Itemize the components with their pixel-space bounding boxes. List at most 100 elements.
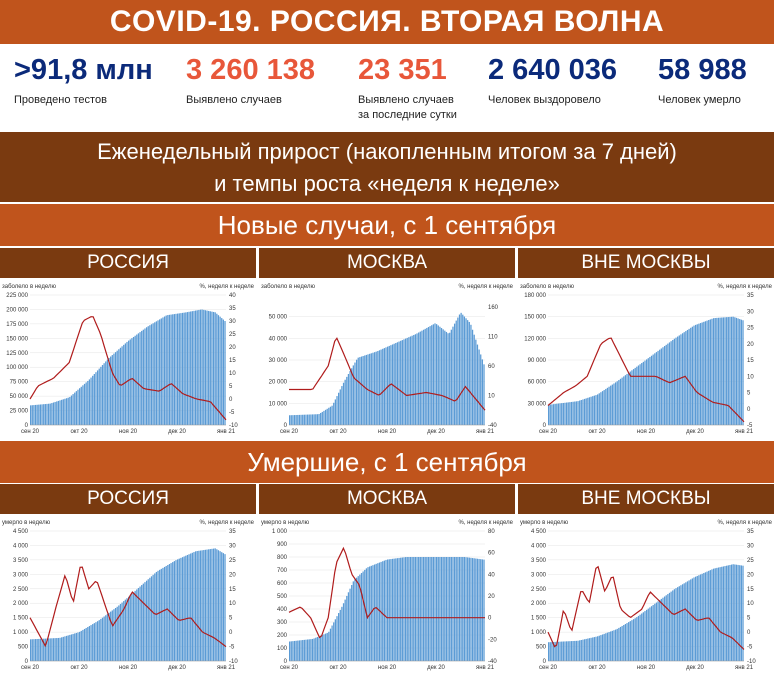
bar [606,387,609,425]
bar [476,558,479,661]
x-tick-label: янв 21 [476,665,495,671]
y-tick-label: 3 000 [13,572,29,578]
bar [347,592,350,661]
bar [475,339,477,425]
bar [614,382,617,425]
bar [579,640,581,661]
bar [442,557,444,661]
bar [183,312,185,425]
bar [175,313,177,425]
bar [641,363,643,425]
y2-tick-label: 20 [747,572,754,578]
bar [735,564,738,661]
bar [424,557,426,661]
region-label-cases-moscow: МОСКВА [259,248,515,278]
bar [548,642,550,661]
bar [740,565,743,661]
bar [297,414,299,425]
bar [198,550,200,661]
bar [377,351,379,425]
stat-recovered-label: Человек выздоровело [488,94,601,106]
bar [470,324,472,425]
bar [734,317,736,425]
y-tick-label: 175 000 [6,322,28,328]
bar [188,311,190,425]
x-tick-label: янв 21 [735,665,754,671]
bar [404,557,407,661]
bar [690,327,692,425]
bar [711,318,713,425]
bar [483,364,485,425]
bar [339,609,341,661]
bar [483,559,485,661]
bar [631,620,633,661]
bar [476,344,479,425]
bar [79,388,81,425]
bar [672,590,674,661]
bar [429,326,431,425]
bar [699,323,702,425]
bar [688,328,690,425]
bar [686,329,689,425]
bar [77,632,79,661]
bar [562,641,564,661]
y-tick-label: 200 000 [6,307,28,313]
x-tick-label: янв 21 [476,429,495,435]
bar [110,611,112,661]
bar [180,313,182,425]
bar [324,409,327,425]
y2-tick-label: 35 [229,529,236,535]
bar [621,377,623,425]
bar [199,550,202,661]
bar [145,580,148,661]
chart-svg: умерло в неделю%, неделя к неделе0100200… [261,520,514,671]
bar [616,381,618,425]
x-tick-label: окт 20 [588,429,606,435]
bar [352,581,354,661]
bar [342,603,345,661]
bar [147,326,149,425]
bar [561,641,563,661]
y2-tick-label: 10 [747,601,754,607]
bar [59,637,61,661]
bar [67,397,69,425]
weekly-line2: и темпы роста «неделя к неделе» [214,171,560,196]
bar [75,391,78,425]
bar [72,394,74,425]
region-label-cases-russia: РОССИЯ [0,248,256,278]
bar [714,318,716,425]
bar [34,639,37,661]
bar [92,624,94,661]
bar [203,550,205,661]
bar [681,333,684,425]
bar [481,559,484,661]
growth-rate-line [547,337,745,423]
region-label-cases-outside: ВНЕ МОСКВЫ [518,248,774,278]
bar [440,557,443,661]
stat-cases: 3 260 138 Выявлено случаев [186,50,315,108]
bar [336,396,338,425]
bar [49,403,51,425]
bar [211,311,213,425]
bar [597,636,599,661]
y2-axis-title: %, неделя к неделе [717,284,772,290]
bar [308,414,310,425]
y-axis-title: умерло в неделю [261,520,310,526]
bar [601,391,604,425]
bar [300,414,302,425]
bar [436,557,438,661]
y2-tick-label: 10 [488,393,495,399]
bar [619,378,622,425]
bar [414,334,417,425]
bar [359,357,361,425]
bar [306,414,309,425]
bar [373,352,376,425]
bar [141,585,143,661]
bar [365,354,368,425]
bar [623,624,625,661]
bar [87,627,89,661]
chart-svg: заболело в неделю %, неделя к неделе 0 10 0… [261,284,514,435]
bar [593,395,596,425]
bar [549,404,551,425]
bar [626,623,628,661]
